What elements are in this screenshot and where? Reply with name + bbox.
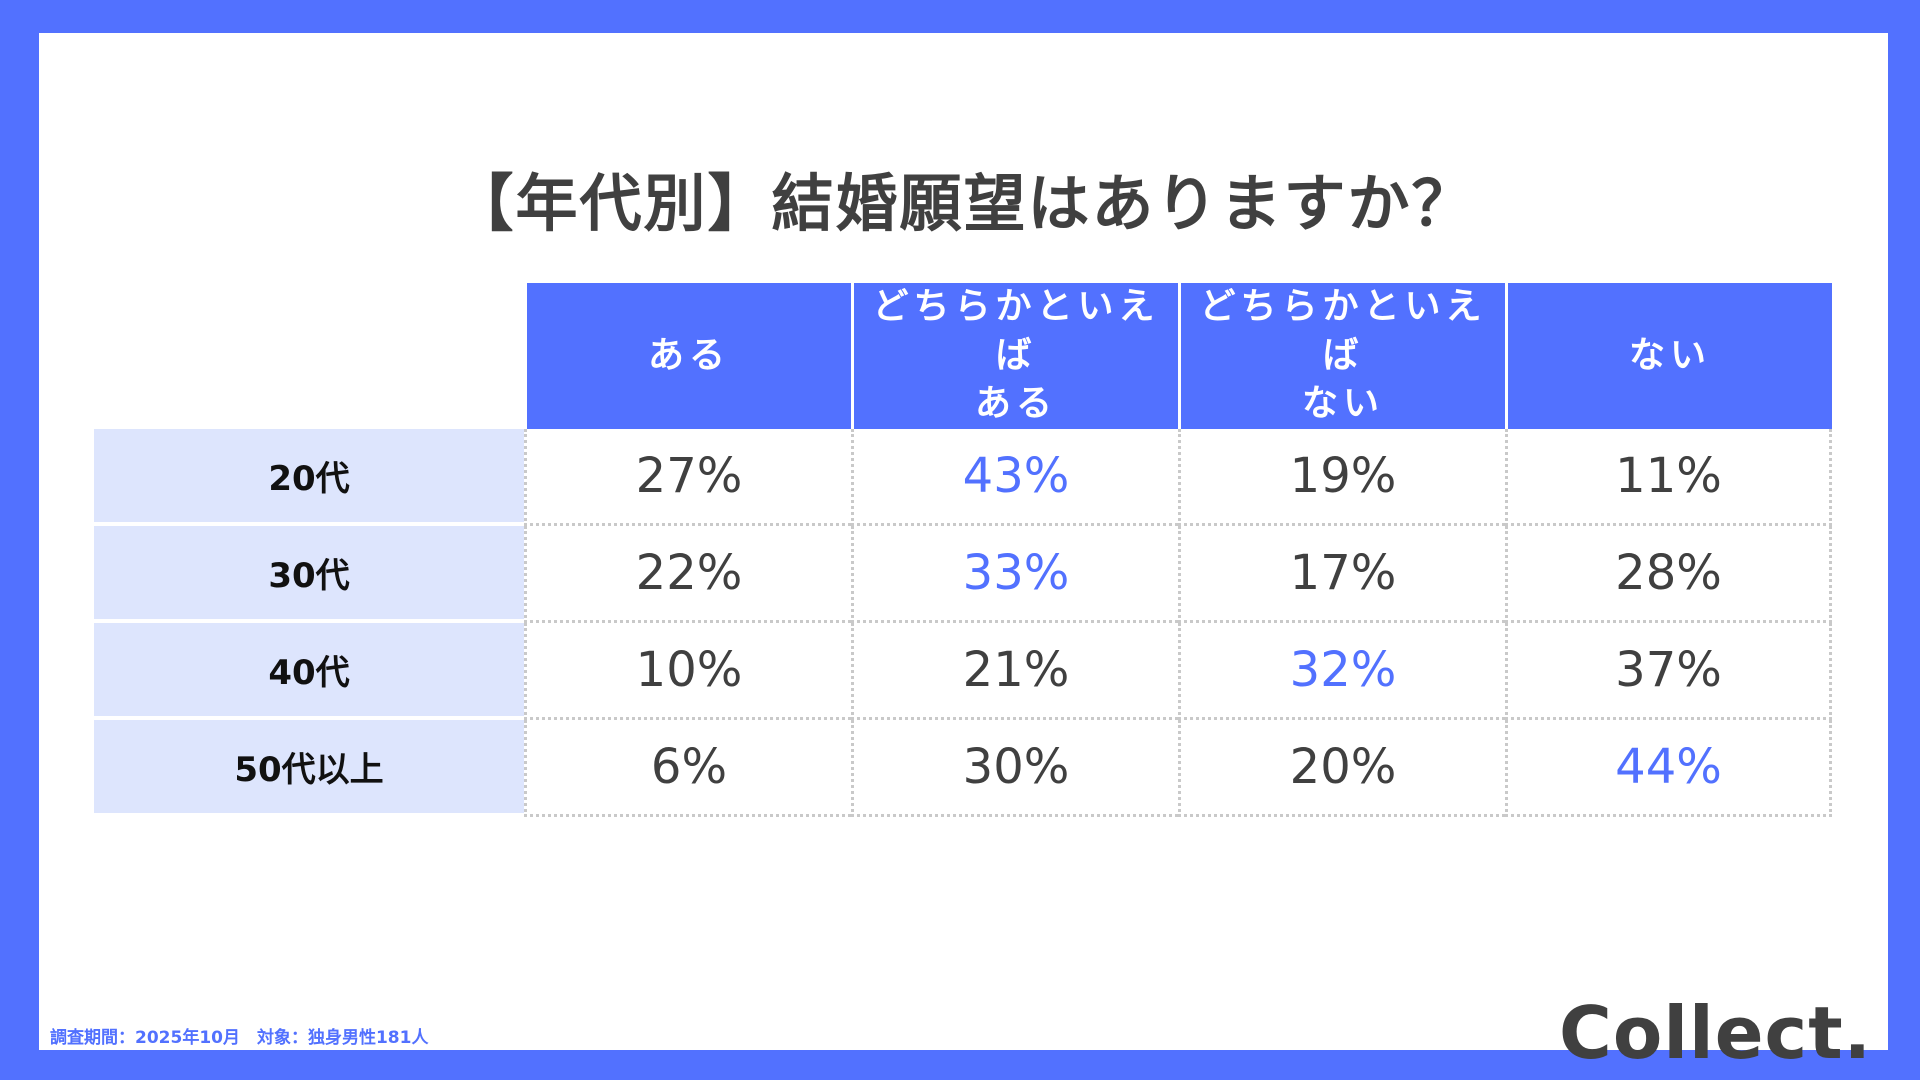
column-header-line1: ない — [1628, 334, 1711, 376]
header-row: ある どちらかといえばある どちらかといえばない ない — [94, 283, 1832, 429]
table-row: 20代 27% 43% 19% 11% — [94, 428, 1832, 526]
table-row: 50代以上 6% 30% 20% 44% — [94, 719, 1832, 817]
table-row: 30代 22% 33% 17% 28% — [94, 525, 1832, 623]
row-label: 40代 — [94, 622, 524, 720]
column-header-somewhat-aru: どちらかといえばある — [851, 283, 1178, 429]
column-header-line2: ない — [1301, 383, 1384, 425]
column-header-somewhat-nai: どちらかといえばない — [1178, 283, 1505, 429]
survey-table: ある どちらかといえばある どちらかといえばない ない 20代 27% 43% … — [94, 283, 1832, 817]
data-cell: 22% — [524, 525, 851, 623]
column-header-nai: ない — [1505, 283, 1832, 429]
data-cell: 27% — [524, 428, 851, 526]
data-cell: 6% — [524, 719, 851, 817]
data-cell: 11% — [1505, 428, 1832, 526]
data-cell: 17% — [1178, 525, 1505, 623]
column-header-line1: どちらかといえば — [1199, 286, 1487, 376]
column-header-line1: ある — [647, 334, 730, 376]
chart-title: 【年代別】結婚願望はありますか？ — [451, 167, 1476, 240]
table-row: 40代 10% 21% 32% 37% — [94, 622, 1832, 720]
row-label: 20代 — [94, 428, 524, 526]
data-cell: 10% — [524, 622, 851, 720]
data-cell: 43% — [851, 428, 1178, 526]
column-header-line2: ある — [974, 383, 1057, 425]
data-cell: 33% — [851, 525, 1178, 623]
survey-footnote: 調査期間：2025年10月 対象：独身男性181人 — [50, 1028, 429, 1048]
row-label: 50代以上 — [94, 719, 524, 817]
data-cell: 30% — [851, 719, 1178, 817]
data-cell: 21% — [851, 622, 1178, 720]
data-cell: 20% — [1178, 719, 1505, 817]
data-cell: 37% — [1505, 622, 1832, 720]
corner-cell — [94, 283, 524, 429]
data-cell: 32% — [1178, 622, 1505, 720]
column-header-aru: ある — [524, 283, 851, 429]
data-cell: 28% — [1505, 525, 1832, 623]
data-cell: 44% — [1505, 719, 1832, 817]
survey-card: 【年代別】結婚願望はありますか？ ある どちらかといえばある どちらかといえばな… — [39, 33, 1888, 1075]
row-label: 30代 — [94, 525, 524, 623]
data-cell: 19% — [1178, 428, 1505, 526]
brand-logo: Collect. — [1559, 991, 1872, 1075]
column-header-line1: どちらかといえば — [872, 286, 1160, 376]
